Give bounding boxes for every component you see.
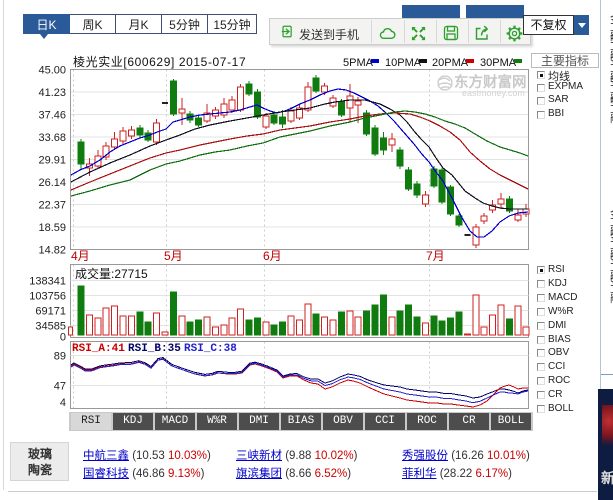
svg-text:4: 4 <box>60 397 66 409</box>
svg-text:棱光实业[600629] 2015-07-17: 棱光实业[600629] 2015-07-17 <box>73 54 246 69</box>
svg-text:33.68: 33.68 <box>38 132 66 144</box>
svg-text:37.46: 37.46 <box>38 110 66 122</box>
svg-text:RSI_A:41: RSI_A:41 <box>72 343 125 355</box>
svg-text:eastmoney.com: eastmoney.com <box>462 88 525 98</box>
svg-text:45.00: 45.00 <box>38 65 66 77</box>
svg-text:103756: 103756 <box>29 291 66 303</box>
svg-text:成交量:27715: 成交量:27715 <box>75 266 148 281</box>
svg-text:47: 47 <box>54 381 66 393</box>
svg-text:69171: 69171 <box>35 306 66 318</box>
svg-text:RSI_C:38: RSI_C:38 <box>184 343 237 355</box>
svg-text:20PMA: 20PMA <box>432 57 469 69</box>
svg-text:RSI_B:35: RSI_B:35 <box>128 343 181 355</box>
svg-text:138341: 138341 <box>29 276 66 288</box>
svg-text:5PMA: 5PMA <box>343 57 374 69</box>
svg-text:0: 0 <box>60 332 66 344</box>
svg-text:22.37: 22.37 <box>38 200 66 212</box>
svg-text:7月: 7月 <box>426 249 445 263</box>
svg-text:18.59: 18.59 <box>38 222 66 234</box>
svg-text:14.82: 14.82 <box>38 245 66 257</box>
svg-text:10PMA: 10PMA <box>385 57 422 69</box>
svg-text:89: 89 <box>54 351 66 363</box>
svg-text:6月: 6月 <box>263 249 282 263</box>
svg-text:30PMA: 30PMA <box>480 57 517 69</box>
svg-text:26.14: 26.14 <box>38 177 66 189</box>
svg-text:4月: 4月 <box>71 249 90 263</box>
svg-text:34585: 34585 <box>35 321 66 333</box>
svg-text:41.23: 41.23 <box>38 87 66 99</box>
svg-text:5月: 5月 <box>164 249 183 263</box>
svg-text:29.91: 29.91 <box>38 155 66 167</box>
svg-text:东方财富网: 东方财富网 <box>454 73 527 91</box>
